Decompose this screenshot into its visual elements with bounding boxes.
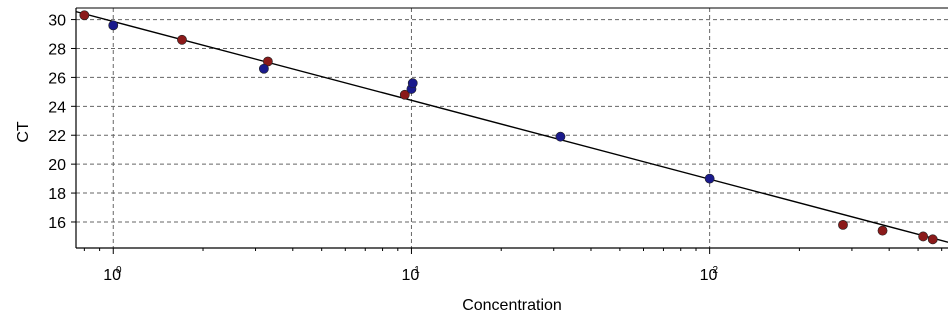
blue-data-point xyxy=(555,131,566,142)
y-axis-title: CT xyxy=(15,121,32,143)
data-points-layer xyxy=(79,10,938,245)
y-tick-label: 20 xyxy=(48,157,66,174)
x-tick-label: 100 xyxy=(103,265,122,284)
grid-lines xyxy=(76,8,948,248)
red-data-point xyxy=(399,89,410,100)
y-tick-label: 22 xyxy=(48,128,66,145)
y-tick-label: 28 xyxy=(48,41,66,58)
tick-labels: 16 18 20 22 24 26 28 30 100 101 102 xyxy=(48,13,718,284)
y-tick-label: 16 xyxy=(48,215,66,232)
red-data-point xyxy=(918,231,929,242)
red-data-point xyxy=(877,225,888,236)
axes xyxy=(71,7,948,254)
x-axis-title: Concentration xyxy=(462,297,562,314)
y-tick-label: 26 xyxy=(48,70,66,87)
y-tick-label: 30 xyxy=(48,13,66,30)
red-data-point xyxy=(838,219,848,230)
y-tick-label: 18 xyxy=(48,186,66,203)
blue-data-point xyxy=(258,63,269,74)
blue-data-point xyxy=(704,173,715,184)
standard-curve-line xyxy=(75,10,948,243)
red-data-point xyxy=(177,34,187,45)
y-tick-label: 24 xyxy=(48,99,66,116)
x-tick-label: 102 xyxy=(700,265,719,284)
red-data-point xyxy=(79,10,90,21)
blue-data-point xyxy=(108,20,119,31)
red-data-point xyxy=(927,234,938,245)
fit-line-layer xyxy=(75,10,948,243)
blue-data-point xyxy=(407,78,418,89)
x-tick-label: 101 xyxy=(401,265,420,284)
